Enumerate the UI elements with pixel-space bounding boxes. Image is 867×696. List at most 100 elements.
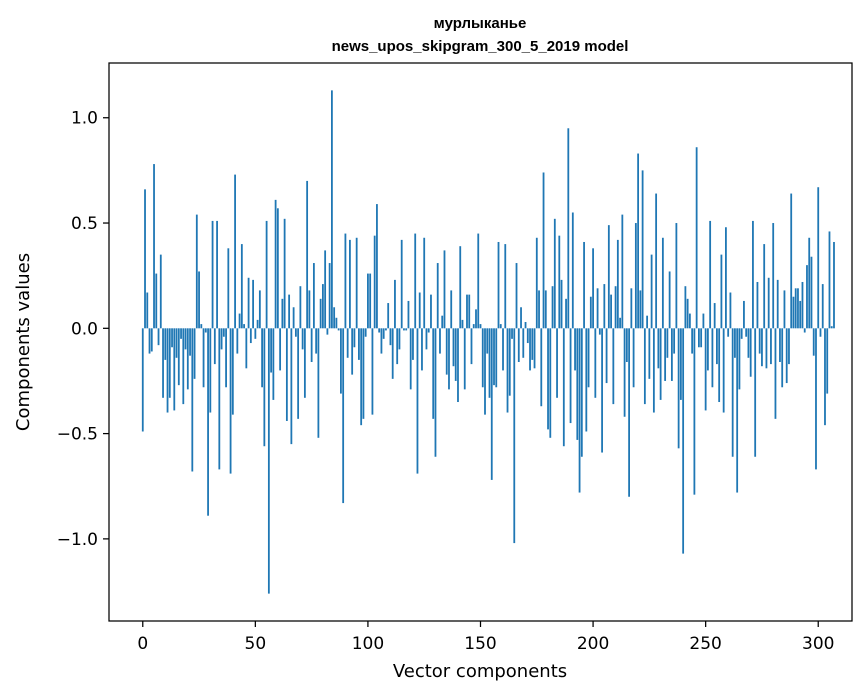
bar <box>524 322 527 329</box>
bar <box>693 328 696 495</box>
bar <box>321 284 324 329</box>
bar <box>558 235 561 329</box>
bar <box>765 328 768 369</box>
bar <box>643 328 646 405</box>
x-tick-label: 200 <box>577 634 609 654</box>
bar <box>684 286 687 329</box>
bar <box>472 324 475 329</box>
bar <box>222 328 225 337</box>
bar <box>830 326 833 329</box>
bar <box>481 328 484 388</box>
bar <box>490 328 493 480</box>
bar <box>312 263 315 329</box>
bar <box>441 315 444 329</box>
bar <box>770 328 772 365</box>
bar <box>652 328 655 413</box>
bar <box>821 284 824 329</box>
bar <box>389 328 392 346</box>
bar <box>209 328 212 413</box>
bar <box>376 204 378 329</box>
bar <box>342 328 345 504</box>
x-axis-label: Vector components <box>393 661 567 682</box>
bar <box>497 241 500 329</box>
bar <box>659 328 662 400</box>
bar <box>213 328 216 365</box>
bar <box>148 328 151 354</box>
bar <box>333 307 336 329</box>
bar <box>276 208 279 329</box>
bar <box>589 296 592 329</box>
bar <box>150 328 153 352</box>
bar <box>425 328 428 350</box>
bar <box>463 328 466 390</box>
bar <box>828 231 831 329</box>
bar <box>360 328 363 426</box>
bar <box>407 300 410 329</box>
bar <box>162 328 164 398</box>
bar <box>385 328 387 331</box>
bar <box>560 279 563 329</box>
bar <box>553 218 556 329</box>
x-tick-label: 50 <box>245 634 267 654</box>
bar <box>664 328 667 381</box>
bar <box>182 328 185 405</box>
bar <box>650 254 653 329</box>
y-tick-label: −0.5 <box>57 425 98 445</box>
bar <box>319 298 322 329</box>
bar <box>391 328 394 379</box>
bar <box>761 328 763 367</box>
bar <box>249 328 252 344</box>
bar <box>308 290 311 329</box>
bar <box>373 235 376 329</box>
bar <box>202 328 205 388</box>
bar <box>637 153 640 329</box>
bar <box>173 328 176 411</box>
bar <box>310 328 313 362</box>
bar <box>245 328 248 369</box>
bar <box>256 319 259 329</box>
bar <box>756 281 759 329</box>
bar <box>335 317 338 329</box>
bar <box>281 298 284 329</box>
bar <box>396 328 399 365</box>
bar <box>290 328 293 445</box>
bar <box>623 328 626 417</box>
bar <box>344 233 347 329</box>
bar <box>817 187 820 329</box>
bar <box>285 328 288 421</box>
bar <box>502 328 504 371</box>
bar <box>738 328 741 390</box>
bar <box>416 328 419 474</box>
bar <box>682 328 685 554</box>
bar <box>522 328 525 358</box>
bar <box>439 328 441 354</box>
bar <box>470 328 473 365</box>
bar <box>790 193 793 329</box>
bar <box>504 244 507 329</box>
bar <box>713 303 716 329</box>
bar <box>806 265 808 329</box>
bar <box>698 328 700 348</box>
bar <box>326 328 329 335</box>
bar <box>495 328 498 388</box>
bar <box>720 254 723 329</box>
bar <box>583 241 585 329</box>
bar <box>477 233 480 329</box>
bar <box>808 237 811 329</box>
bar <box>648 328 651 379</box>
bar <box>691 328 694 354</box>
bar <box>574 328 576 371</box>
bar <box>729 292 732 329</box>
bar <box>547 328 549 430</box>
bar <box>353 328 356 348</box>
bar <box>731 328 734 457</box>
bar <box>506 328 509 413</box>
bar <box>587 328 590 388</box>
bar <box>180 328 182 339</box>
bar <box>362 328 365 419</box>
bar <box>625 328 628 362</box>
bar <box>614 286 617 329</box>
bar <box>571 212 574 329</box>
bar <box>520 307 522 329</box>
bar <box>218 328 221 470</box>
